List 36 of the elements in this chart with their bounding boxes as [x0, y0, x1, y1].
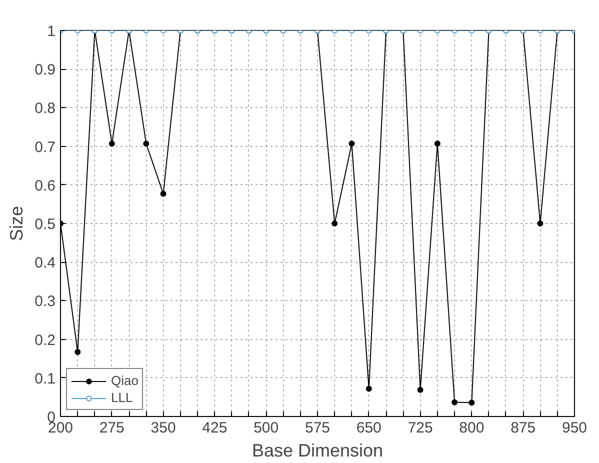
x-tick-label: 350 — [150, 420, 176, 436]
point — [434, 140, 440, 147]
x-tick-label: 500 — [254, 420, 279, 436]
point — [160, 190, 166, 197]
y-tick-label: 1 — [47, 23, 56, 40]
point — [366, 386, 372, 392]
point — [468, 400, 475, 406]
y-tick-label: 0.7 — [34, 138, 56, 156]
y-tick-label: 0.3 — [34, 293, 56, 310]
y-tick-label: 0.9 — [34, 62, 56, 79]
x-tick-label: 425 — [202, 420, 228, 436]
x-tick-label: 800 — [459, 420, 484, 436]
y-tick-label: 0.6 — [34, 177, 56, 194]
x-tick-label: 650 — [356, 420, 382, 436]
y-tick-label: 0.5 — [34, 216, 56, 233]
y-tick-label: 0.8 — [34, 100, 56, 118]
x-tick-label: 575 — [304, 420, 330, 436]
point — [74, 349, 81, 356]
y-tick-label: 0.4 — [34, 254, 56, 272]
x-tick-label: 950 — [562, 420, 588, 436]
point — [332, 220, 338, 226]
legend-label: LLL — [111, 390, 133, 405]
x-axis-title: Base Dimension — [252, 440, 384, 460]
y-tick-label: 0.2 — [34, 332, 56, 349]
x-tick-label: 275 — [99, 420, 124, 436]
x-tick-label: 875 — [510, 420, 536, 436]
point — [348, 140, 355, 147]
point — [452, 399, 458, 406]
legend-label: Qiao — [111, 373, 138, 388]
y-axis-title: Size — [6, 206, 27, 242]
point — [108, 140, 115, 147]
y-tick-label: 0.1 — [34, 370, 56, 388]
x-tick-label: 725 — [408, 420, 433, 436]
point — [417, 386, 424, 393]
point — [537, 220, 544, 226]
point — [143, 140, 150, 147]
